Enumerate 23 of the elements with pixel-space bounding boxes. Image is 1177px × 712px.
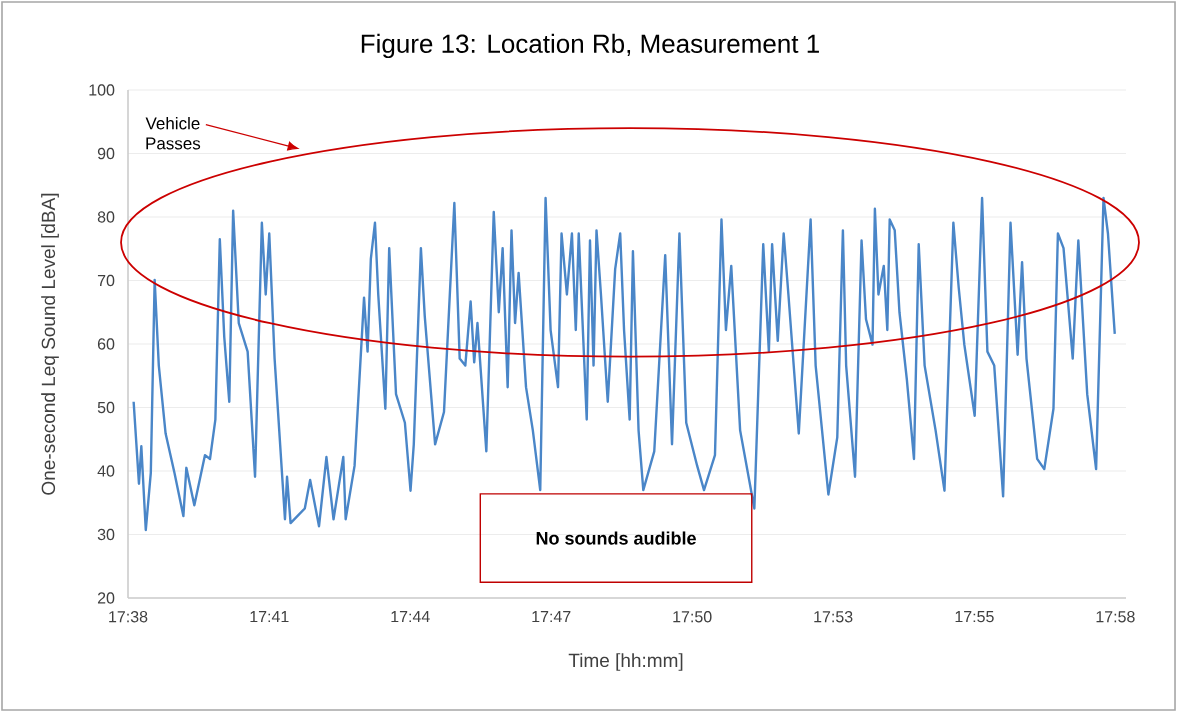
y-tick-label: 60 bbox=[97, 338, 115, 350]
annotation: No sounds audible bbox=[536, 531, 696, 545]
y-axis-title: One-second Leq Sound Level [dBA] bbox=[41, 193, 59, 495]
y-tick-label: 30 bbox=[97, 528, 115, 541]
chart-title: Figure 13: Location Rb, Measurement 1 bbox=[361, 33, 819, 59]
x-tick-label: 17:47 bbox=[532, 611, 571, 623]
y-tick-label: 50 bbox=[97, 401, 115, 414]
x-tick-label: 17:55 bbox=[955, 611, 994, 623]
y-tick-label: 100 bbox=[89, 84, 115, 96]
x-tick-label: 17:50 bbox=[673, 611, 712, 623]
x-tick-label: 17:38 bbox=[109, 611, 148, 623]
line-series bbox=[132, 196, 1116, 532]
y-tick-label: 90 bbox=[97, 147, 115, 160]
y-tick-label: 70 bbox=[97, 274, 115, 287]
x-axis-title: Time [hh:mm] bbox=[568, 653, 683, 671]
y-tick-label: 20 bbox=[97, 592, 115, 604]
annotation: Vehicle Passes bbox=[145, 116, 201, 150]
y-tick-label: 80 bbox=[97, 211, 115, 223]
x-tick-label: 17:41 bbox=[250, 611, 289, 623]
x-tick-label: 17:58 bbox=[1096, 611, 1135, 623]
x-tick-label: 17:53 bbox=[814, 611, 853, 623]
y-tick-label: 40 bbox=[97, 465, 115, 477]
x-tick-label: 17:44 bbox=[391, 611, 430, 623]
